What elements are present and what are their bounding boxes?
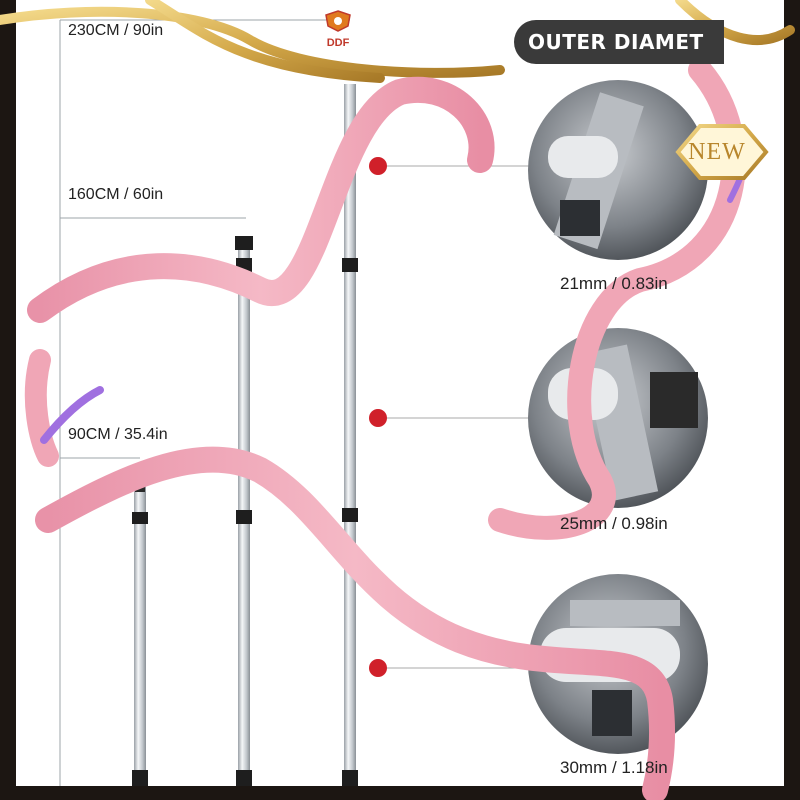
pole-tall xyxy=(342,84,358,786)
frame-bottom xyxy=(0,786,800,800)
dimension-guides xyxy=(59,19,350,786)
diameter-label-25mm: 25mm / 0.98in xyxy=(560,514,668,533)
caliper-photo-21mm xyxy=(528,80,708,260)
height-label-90: 90CM / 35.4in xyxy=(68,426,168,443)
marker-connectors xyxy=(378,165,530,669)
brand-logo: DDF xyxy=(312,10,364,49)
pole-short xyxy=(132,470,148,786)
new-sticker-text: NEW xyxy=(688,138,746,165)
diameter-label-21mm: 21mm / 0.83in xyxy=(560,274,668,293)
frame-left xyxy=(0,0,16,800)
red-dot-marker xyxy=(369,409,387,427)
red-dot-marker xyxy=(369,157,387,175)
frame-right xyxy=(784,0,800,800)
new-sticker: NEW xyxy=(668,124,766,180)
badge-text: OUTER DIAMET xyxy=(528,30,704,54)
pink-ribbon-decoration xyxy=(24,58,748,800)
height-label-160: 160CM / 60in xyxy=(68,186,164,203)
caliper-photo-25mm xyxy=(528,328,708,508)
new-sticker-shape xyxy=(675,124,769,180)
brand-name: DDF xyxy=(326,37,350,49)
pole-medium xyxy=(235,236,253,786)
gold-ribbon-decoration xyxy=(0,0,795,83)
outer-diameter-badge: OUTER DIAMET xyxy=(514,20,724,64)
height-label-230: 230CM / 90in xyxy=(68,22,164,39)
diameter-label-30mm: 30mm / 1.18in xyxy=(560,758,668,777)
logo-shield-icon xyxy=(325,10,351,32)
red-dot-marker xyxy=(369,659,387,677)
